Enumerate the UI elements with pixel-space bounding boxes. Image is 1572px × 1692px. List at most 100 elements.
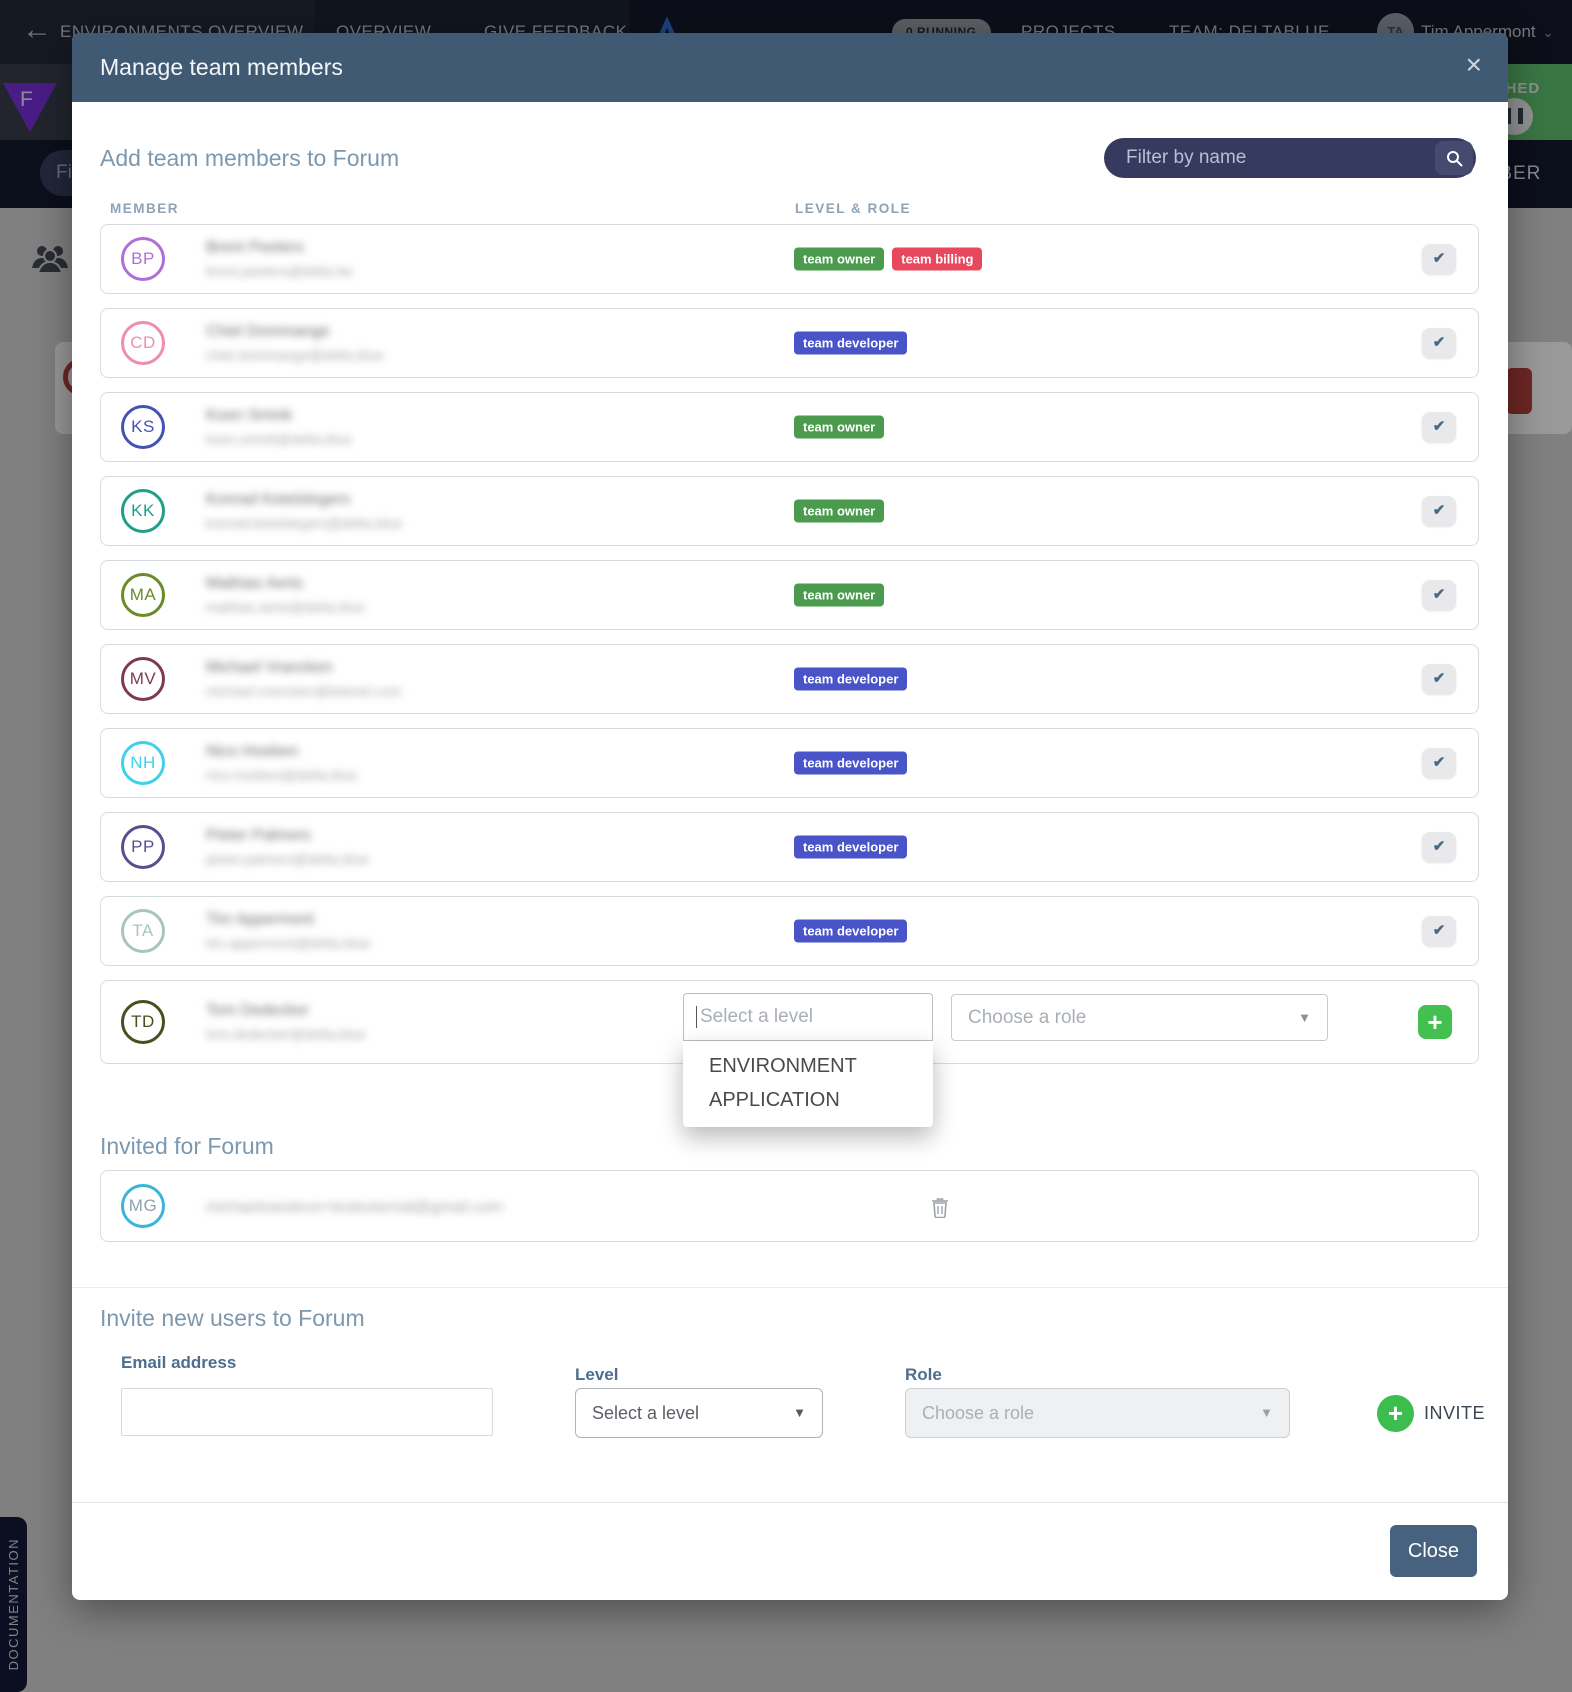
- member-name: Pieter Palmers: [206, 827, 311, 844]
- member-row-pending: TD Tom Dedecker tom.dedecker@delta.blue …: [100, 980, 1479, 1127]
- modal-header: Manage team members ×: [72, 33, 1508, 102]
- role-badges: team owner: [794, 499, 885, 523]
- member-name: Michael Vrancken: [206, 659, 333, 676]
- member-email: nico.hoeben@delta.blue: [206, 767, 358, 783]
- avatar: BP: [121, 237, 165, 281]
- invite-label: INVITE: [1424, 1403, 1486, 1423]
- level-combobox[interactable]: Select a level: [683, 993, 933, 1041]
- member-email: mathias.aerts@delta.blue: [206, 599, 365, 615]
- chevron-down-icon: ⌄: [1542, 25, 1554, 40]
- chevron-down-icon: ⌄: [1123, 25, 1134, 40]
- section-divider: [72, 1287, 1508, 1288]
- role-badges: team developer: [794, 331, 908, 355]
- role-badge: team developer: [794, 751, 908, 775]
- column-header-member: MEMBER: [110, 201, 179, 216]
- chevron-down-icon: ⌄: [1337, 25, 1348, 40]
- caret-down-icon: ▼: [1260, 1405, 1273, 1420]
- member-list: BP Brent Peeters brent.peeters@delta.be …: [100, 224, 1479, 1127]
- close-button[interactable]: Close: [1390, 1525, 1477, 1577]
- avatar: KS: [121, 405, 165, 449]
- search-icon: [1446, 150, 1462, 166]
- pause-icon: [1506, 108, 1523, 124]
- role-label: Role: [905, 1365, 942, 1384]
- avatar: MV: [121, 657, 165, 701]
- close-icon[interactable]: ×: [1465, 49, 1482, 80]
- member-checkbox[interactable]: ✔: [1422, 244, 1456, 274]
- add-member-button[interactable]: +: [1418, 1005, 1452, 1039]
- member-name: Chiel Dommange: [206, 323, 330, 340]
- invited-row: MG michaelvandeve+testexternal@gmail.com: [100, 1170, 1479, 1242]
- member-email: tim.appermont@delta.blue: [206, 935, 371, 951]
- role-badge: team owner: [794, 583, 885, 607]
- background-card: [1502, 342, 1572, 434]
- member-checkbox[interactable]: ✔: [1422, 580, 1456, 610]
- role-badge: team developer: [794, 667, 908, 691]
- role-badges: team developer: [794, 751, 908, 775]
- member-name: Koen Smink: [206, 407, 293, 424]
- member-checkbox[interactable]: ✔: [1422, 328, 1456, 358]
- member-checkbox[interactable]: ✔: [1422, 496, 1456, 526]
- invite-role-select[interactable]: Choose a role ▼: [905, 1388, 1290, 1438]
- role-badge: team owner: [794, 415, 885, 439]
- email-address-label: Email address: [121, 1353, 237, 1372]
- avatar: NH: [121, 741, 165, 785]
- member-row: CD Chiel Dommange chiel.dommange@delta.b…: [100, 308, 1479, 378]
- member-checkbox[interactable]: ✔: [1422, 748, 1456, 778]
- search-button[interactable]: [1435, 141, 1473, 175]
- member-email: michael.vrancken@telenet.com: [206, 683, 402, 699]
- text-cursor: [696, 1005, 697, 1028]
- member-row: KS Koen Smink koen.smink@delta.blue team…: [100, 392, 1479, 462]
- role-badges: team owner: [794, 415, 885, 439]
- manage-team-members-modal: Manage team members × Add team members t…: [72, 33, 1508, 1600]
- caret-down-icon: ▼: [793, 1405, 806, 1420]
- role-badge: team developer: [794, 331, 908, 355]
- member-row: BP Brent Peeters brent.peeters@delta.be …: [100, 224, 1479, 294]
- member-checkbox[interactable]: ✔: [1422, 412, 1456, 442]
- invitee-email: michaelvandeve+testexternal@gmail.com: [206, 1199, 503, 1216]
- member-email: tom.dedecker@delta.blue: [206, 1026, 366, 1042]
- member-email: chiel.dommange@delta.blue: [206, 347, 384, 363]
- filter-by-name-input[interactable]: [1104, 138, 1434, 178]
- level-option-environment[interactable]: ENVIRONMENT: [709, 1055, 857, 1077]
- role-badge: team owner: [794, 499, 885, 523]
- member-name: Konrad Ketelslegers: [206, 491, 351, 508]
- invite-plus-button[interactable]: +: [1377, 1395, 1414, 1432]
- role-badge: team owner: [794, 247, 885, 271]
- invite-level-select[interactable]: Select a level ▼: [575, 1388, 823, 1438]
- back-arrow-icon[interactable]: ←: [22, 13, 52, 46]
- member-row: PP Pieter Palmers pieter.palmers@delta.b…: [100, 812, 1479, 882]
- role-select[interactable]: Choose a role ▼: [951, 994, 1328, 1041]
- level-label: Level: [575, 1365, 619, 1384]
- invited-heading: Invited for Forum: [100, 1133, 274, 1159]
- member-checkbox[interactable]: ✔: [1422, 916, 1456, 946]
- member-checkbox[interactable]: ✔: [1422, 664, 1456, 694]
- level-option-application[interactable]: APPLICATION: [709, 1089, 840, 1111]
- member-name: Brent Peeters: [206, 239, 304, 256]
- role-badges: team owner team billing: [794, 247, 983, 271]
- member-email: konrad.ketelslegers@delta.blue: [206, 515, 403, 531]
- avatar: TA: [121, 909, 165, 953]
- member-name: Mathias Aerts: [206, 575, 303, 592]
- member-checkbox[interactable]: ✔: [1422, 832, 1456, 862]
- avatar: PP: [121, 825, 165, 869]
- project-logo-letter: F: [20, 88, 33, 111]
- documentation-tab[interactable]: DOCUMENTATION: [0, 1517, 27, 1692]
- filter-by-name-field: [1104, 138, 1476, 178]
- delete-invite-button[interactable]: [931, 1197, 949, 1221]
- member-email: brent.peeters@delta.be: [206, 263, 353, 279]
- add-members-heading: Add team members to Forum: [100, 145, 400, 171]
- avatar: MG: [121, 1184, 165, 1228]
- email-field[interactable]: [121, 1388, 493, 1436]
- avatar: TD: [121, 1000, 165, 1044]
- member-email: pieter.palmers@delta.blue: [206, 851, 369, 867]
- member-row: TA Tim Appermont tim.appermont@delta.blu…: [100, 896, 1479, 966]
- member-name: Tom Dedecker: [206, 1002, 310, 1019]
- member-email: koen.smink@delta.blue: [206, 431, 352, 447]
- status-badge: [1506, 368, 1532, 414]
- avatar: MA: [121, 573, 165, 617]
- invite-new-users-heading: Invite new users to Forum: [100, 1305, 365, 1331]
- avatar: CD: [121, 321, 165, 365]
- role-badges: team developer: [794, 919, 908, 943]
- people-icon: [32, 246, 68, 274]
